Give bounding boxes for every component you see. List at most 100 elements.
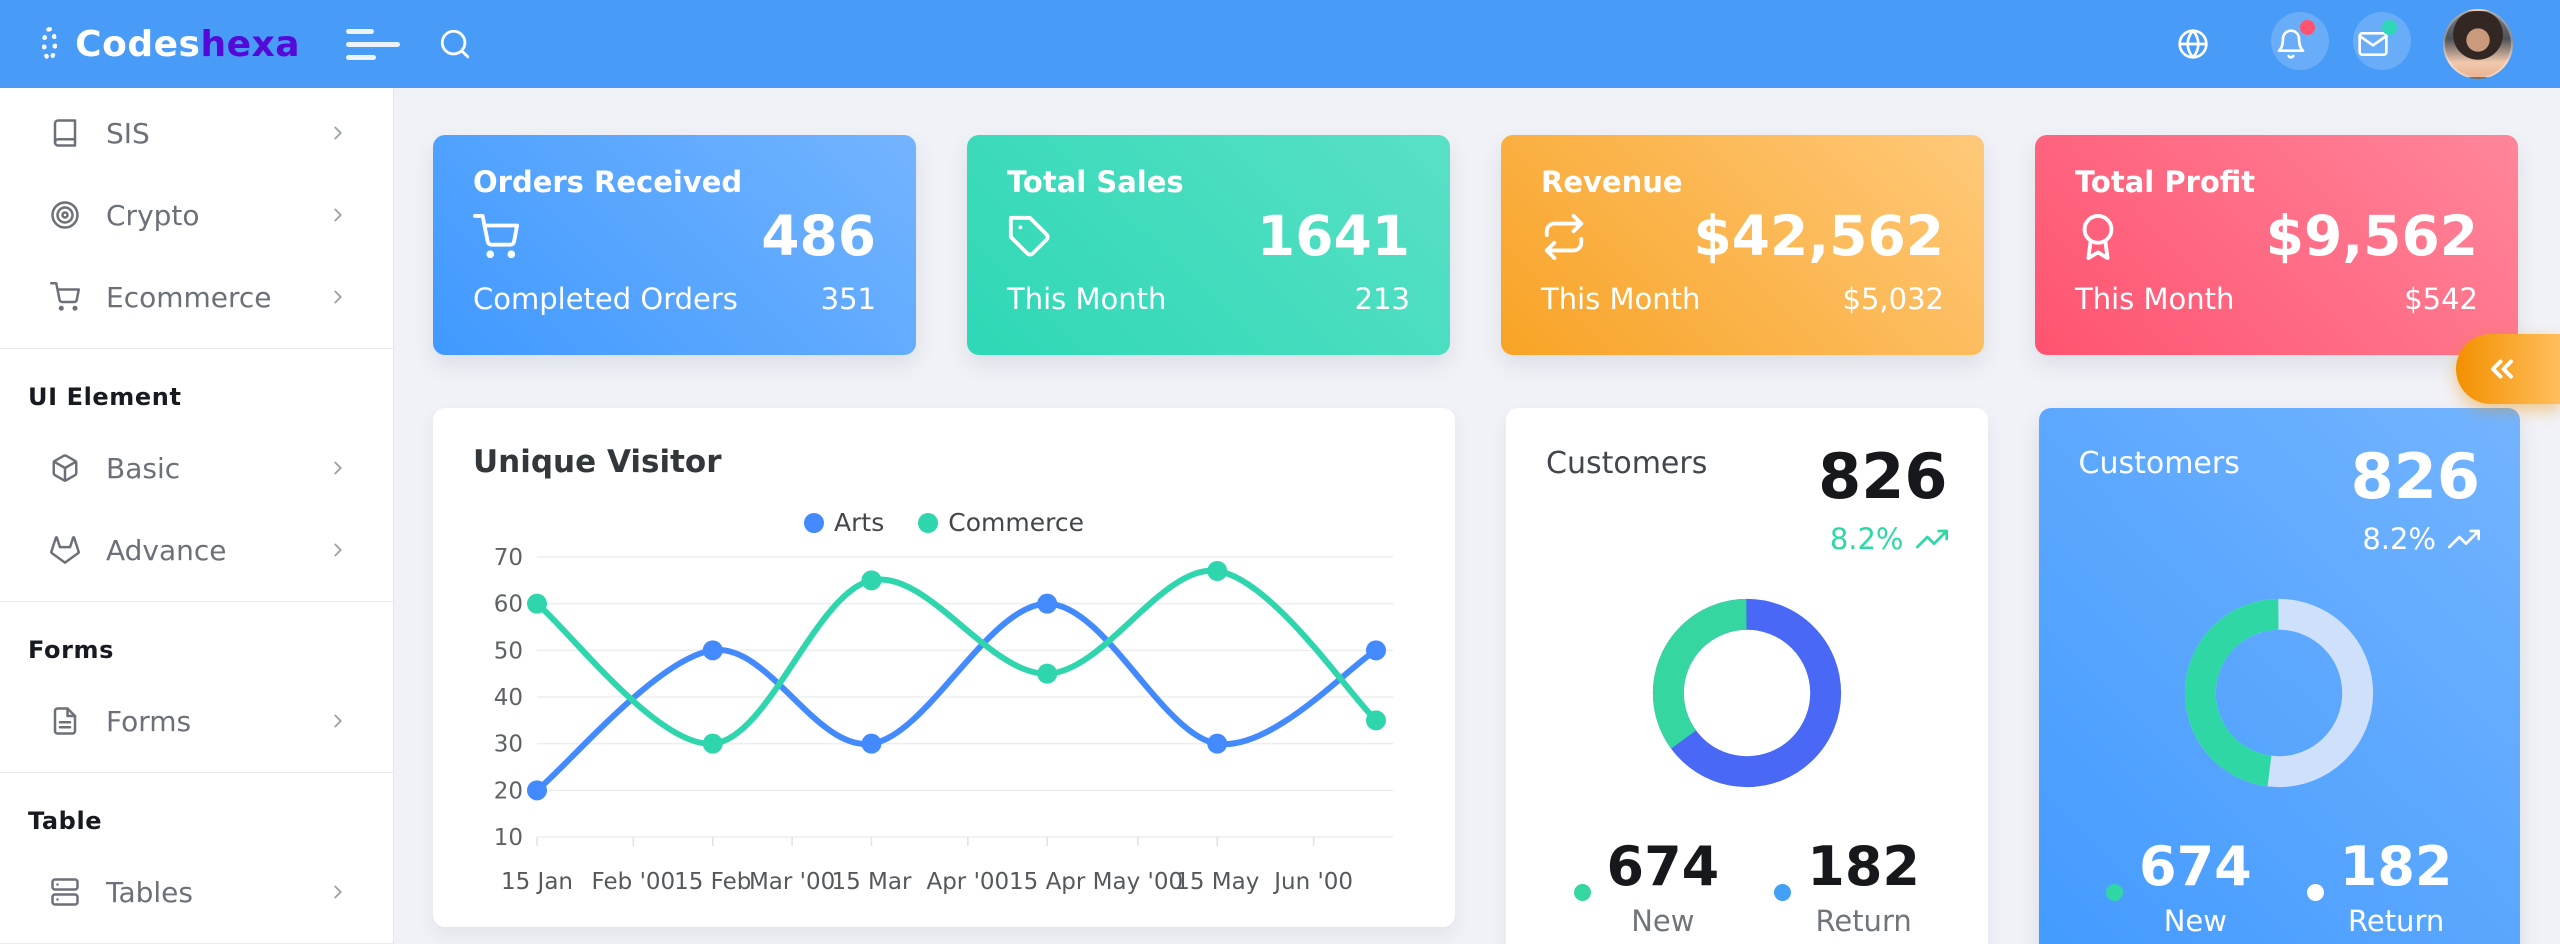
- hamburger-bar: [346, 54, 376, 60]
- file-text-icon: [50, 706, 80, 736]
- customers-total: 826: [1818, 440, 1948, 513]
- customers-trend: 8.2%: [1818, 522, 1947, 556]
- legend-item-new: 674 New: [2106, 840, 2252, 938]
- brand-title: Codeshexa: [75, 23, 300, 65]
- legend-label: Arts: [834, 508, 885, 537]
- sidebar-section-heading: Table: [28, 807, 103, 835]
- sidebar-item-forms[interactable]: Forms: [0, 680, 393, 762]
- sidebar-item-crypto[interactable]: Crypto: [0, 174, 393, 256]
- legend-label: New: [2163, 904, 2227, 938]
- y-tick-label: 50: [494, 638, 523, 664]
- sidebar-item-tables[interactable]: Tables: [0, 851, 393, 933]
- y-tick-label: 20: [494, 778, 523, 804]
- chevron-right-icon: [327, 710, 349, 732]
- chart-legend-item-arts[interactable]: Arts: [804, 508, 884, 537]
- legend-dot: [918, 512, 939, 533]
- data-point: [702, 640, 723, 661]
- collapse-panel-button[interactable]: [2456, 334, 2560, 404]
- sidebar-section-heading: UI Element: [28, 383, 182, 411]
- user-avatar[interactable]: [2443, 9, 2513, 79]
- stat-card-revenue: Revenue $42,562 This Month $5,032: [1501, 135, 1984, 355]
- x-tick-label: 15 Jan: [501, 869, 573, 895]
- stat-card-footer-label: Completed Orders: [473, 282, 738, 316]
- stat-card-footer-label: This Month: [1007, 282, 1167, 316]
- stat-card-orders-received: Orders Received 486 Completed Orders 351: [433, 135, 916, 355]
- legend-label: Return: [2348, 904, 2445, 938]
- customers-card-title: Customers: [1546, 446, 1708, 481]
- hamburger-bar: [346, 41, 400, 47]
- shopping-cart-icon: [473, 214, 519, 260]
- gitlab-icon: [50, 535, 80, 565]
- message-badge: [2382, 20, 2397, 35]
- stat-cards-row: Orders Received 486 Completed Orders 351…: [433, 135, 2520, 355]
- brand-logo-icon: [42, 27, 58, 61]
- legend-item-return: 182 Return: [1774, 840, 1920, 938]
- stat-card-footer-value: 213: [1354, 282, 1410, 316]
- main-content: Orders Received 486 Completed Orders 351…: [394, 88, 2560, 944]
- sidebar-section-forms: Forms Forms: [0, 602, 393, 773]
- legend-dot: [2306, 883, 2324, 901]
- stat-card-title: Total Sales: [1007, 165, 1184, 199]
- search-icon: [438, 27, 472, 61]
- stat-card-footer-value: $542: [2404, 282, 2478, 316]
- data-point: [1037, 593, 1058, 614]
- x-tick-label: 15 Mar: [831, 869, 912, 895]
- stat-card-total-profit: Total Profit $9,562 This Month $542: [2035, 135, 2518, 355]
- x-tick-label: Feb '00: [592, 869, 676, 895]
- data-point: [1207, 561, 1228, 581]
- chart-legend: Arts Commerce: [473, 508, 1415, 537]
- bottom-cards-row: Unique Visitor Arts Commerce 70 60 50 40 30 20…: [433, 408, 2520, 944]
- customers-trend: 8.2%: [2351, 522, 2480, 556]
- stat-card-footer-label: This Month: [2075, 282, 2235, 316]
- sidebar-item-sis[interactable]: SIS: [0, 92, 393, 174]
- sidebar: SIS Crypto Ecommerce UI Element Basic: [0, 88, 394, 944]
- x-tick-label: Jun '00: [1272, 869, 1353, 895]
- legend-label: Commerce: [948, 508, 1084, 537]
- customers-card-title: Customers: [2078, 446, 2240, 481]
- brand-accent: hexa: [200, 23, 300, 65]
- y-tick-label: 70: [494, 545, 523, 571]
- chevron-right-icon: [327, 122, 349, 144]
- language-globe-button[interactable]: [2177, 28, 2209, 60]
- legend-item-new: 674 New: [1573, 840, 1719, 938]
- stat-card-value: $9,562: [2265, 204, 2478, 268]
- stat-card-footer-value: $5,032: [1842, 282, 1944, 316]
- data-point: [861, 733, 882, 754]
- notifications-button[interactable]: [2271, 12, 2329, 70]
- x-tick-label: 15 Feb: [674, 869, 751, 895]
- stat-card-title: Total Profit: [2075, 165, 2256, 199]
- legend-dot: [804, 512, 825, 533]
- chart-title: Unique Visitor: [473, 444, 722, 480]
- package-icon: [50, 453, 80, 483]
- customers-card-blue: Customers 826 8.2%: [2038, 408, 2520, 944]
- brand-logo[interactable]: Codeshexa: [0, 24, 300, 65]
- chevron-right-icon: [327, 457, 349, 479]
- chevrons-left-icon: [2484, 351, 2520, 387]
- legend-dot: [2106, 883, 2123, 901]
- chevron-right-icon: [327, 539, 349, 561]
- chevron-right-icon: [327, 204, 349, 226]
- sidebar-section-heading: Forms: [28, 636, 115, 664]
- sidebar-item-ecommerce[interactable]: Ecommerce: [0, 256, 393, 338]
- search-button[interactable]: [438, 27, 472, 61]
- sidebar-item-basic[interactable]: Basic: [0, 427, 393, 509]
- shopping-cart-icon: [50, 282, 80, 312]
- chart-legend-item-commerce[interactable]: Commerce: [918, 508, 1084, 537]
- x-tick-label: 15 May: [1175, 869, 1259, 895]
- trending-up-icon: [1916, 523, 1948, 555]
- stat-card-value: $42,562: [1693, 204, 1944, 268]
- data-point: [1365, 640, 1386, 661]
- legend-dot: [1774, 883, 1792, 901]
- server-icon: [50, 877, 80, 907]
- messages-button[interactable]: [2353, 12, 2411, 70]
- sidebar-item-advance[interactable]: Advance: [0, 509, 393, 591]
- stat-card-title: Revenue: [1541, 165, 1683, 199]
- y-tick-label: 10: [494, 825, 523, 851]
- hamburger-menu-button[interactable]: [346, 24, 400, 64]
- data-point: [527, 593, 547, 614]
- disc-icon: [50, 200, 80, 230]
- chevron-right-icon: [327, 881, 349, 903]
- legend-label: New: [1631, 904, 1695, 938]
- x-tick-label: Mar '00: [749, 869, 835, 895]
